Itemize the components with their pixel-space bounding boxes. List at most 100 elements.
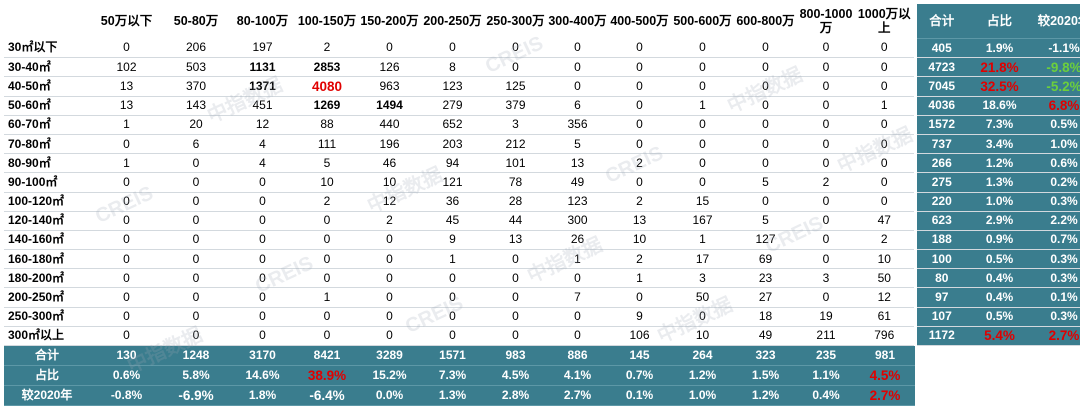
table-cell: 0 [797, 249, 855, 270]
table-cell: 5 [547, 134, 608, 155]
footer-label: 合计 [4, 345, 90, 366]
row-label: 100-120㎡ [4, 192, 90, 212]
summary-total-cell: 4723 [913, 57, 967, 78]
table-cell: 44 [484, 211, 547, 231]
summary-total-cell: 405 [913, 38, 967, 59]
table-cell: 2 [797, 172, 855, 193]
table-cell: 2 [296, 192, 358, 212]
table-cell: 143 [163, 96, 229, 116]
footer-cell: 4.5% [855, 365, 915, 386]
footer-cell: 2.7% [855, 385, 915, 406]
table-cell: 13 [90, 76, 163, 97]
table-cell: 0 [358, 38, 421, 59]
summary-total-cell: 107 [913, 307, 967, 327]
table-cell: 0 [484, 249, 547, 270]
table-cell: 203 [421, 134, 484, 155]
table-cell: 12 [855, 287, 915, 308]
footer-label: 较2020年 [4, 385, 90, 406]
table-cell: 0 [608, 134, 671, 155]
table-cell: 0 [608, 115, 671, 135]
table-cell: 0 [229, 230, 296, 251]
table-cell: 0 [229, 249, 296, 270]
table-cell: 2 [358, 211, 421, 231]
table-cell: 0 [484, 38, 547, 59]
footer-cell: 2.8% [484, 385, 547, 406]
footer-cell: 1.2% [734, 385, 797, 406]
table-cell: 0 [734, 57, 797, 78]
table-cell: 0 [163, 230, 229, 251]
table-cell: 0 [229, 287, 296, 308]
table-cell: 0 [797, 153, 855, 174]
table-cell: 0 [163, 326, 229, 347]
table-cell: 0 [608, 172, 671, 193]
table-cell: 0 [421, 307, 484, 327]
table-cell: 13 [484, 230, 547, 251]
table-cell: 963 [358, 76, 421, 97]
summary-change-cell: 2.2% [1032, 211, 1080, 231]
table-cell: 0 [734, 76, 797, 97]
footer-cell: 981 [855, 345, 915, 366]
table-cell: 0 [734, 192, 797, 212]
footer-cell: 983 [484, 345, 547, 366]
summary-change-cell: -5.2% [1032, 76, 1080, 97]
table-cell: 2853 [296, 57, 358, 78]
table-cell: 197 [229, 38, 296, 59]
summary-share-cell: 1.3% [967, 172, 1032, 193]
row-label: 250-300㎡ [4, 307, 90, 327]
table-cell: 0 [734, 134, 797, 155]
table-row: 140-160㎡ 0 0 0 0 0 9 13 26 10 1 127 0 2 188 0.9% 0.7% [4, 230, 1080, 251]
table-cell: 101 [484, 153, 547, 174]
table-cell: 196 [358, 134, 421, 155]
summary-change-cell: 0.2% [1032, 172, 1080, 193]
table-row: 70-80㎡ 0 6 4 111 196 203 212 5 0 0 0 0 0 737 3.4% 1.0% [4, 134, 1080, 155]
footer-filler [915, 385, 1080, 406]
footer-cell: 886 [547, 345, 608, 366]
table-cell: 0 [296, 326, 358, 347]
table-cell: 126 [358, 57, 421, 78]
footer-cell: 4.5% [484, 365, 547, 386]
table-cell: 69 [734, 249, 797, 270]
table-cell: 0 [855, 172, 915, 193]
table-cell: 0 [547, 38, 608, 59]
table-cell: 0 [797, 96, 855, 116]
summary-share-cell: 1.0% [967, 192, 1032, 212]
table-cell: 0 [547, 57, 608, 78]
table-cell: 3 [484, 115, 547, 135]
footer-cell: 2.7% [547, 385, 608, 406]
table-cell: 0 [90, 192, 163, 212]
footer-cell: 1.8% [229, 385, 296, 406]
table-row: 120-140㎡ 0 0 0 0 2 45 44 300 13 167 5 0 47 623 2.9% 2.2% [4, 211, 1080, 231]
table-row: 30㎡以下 0 206 197 2 0 0 0 0 0 0 0 0 0 405 1.9% -1.1% [4, 38, 1080, 59]
table-cell: 0 [90, 307, 163, 327]
footer-row: 较2020年 -0.8% -6.9% 1.8% -6.4% 0.0% 1.3% 2.8% 2.7… [4, 385, 1080, 406]
table-cell: 10 [608, 230, 671, 251]
column-header: 80-100万 [236, 14, 289, 29]
summary-change-cell: 0.3% [1032, 192, 1080, 212]
table-cell: 45 [421, 211, 484, 231]
table-cell: 13 [608, 211, 671, 231]
column-header: 合计 [913, 4, 967, 39]
summary-total-cell: 188 [913, 230, 967, 251]
table-cell: 0 [855, 153, 915, 174]
row-label: 200-250㎡ [4, 287, 90, 308]
summary-total-cell: 737 [913, 134, 967, 155]
table-cell: 0 [547, 268, 608, 289]
table-cell: 18 [734, 307, 797, 327]
footer-cell: 1.3% [421, 385, 484, 406]
summary-total-cell: 1172 [913, 326, 967, 347]
summary-change-cell: 0.5% [1032, 115, 1080, 135]
summary-change-cell: 1.0% [1032, 134, 1080, 155]
summary-share-cell: 18.6% [967, 96, 1032, 116]
table-cell: 4 [229, 153, 296, 174]
table-cell: 0 [734, 38, 797, 59]
table-cell: 0 [296, 249, 358, 270]
footer-cell: 323 [734, 345, 797, 366]
table-cell: 125 [484, 76, 547, 97]
table-cell: 1 [547, 249, 608, 270]
table-cell: 13 [90, 96, 163, 116]
table-cell: 10 [671, 326, 734, 347]
table-cell: 0 [296, 230, 358, 251]
table-cell: 0 [797, 57, 855, 78]
table-cell: 0 [90, 326, 163, 347]
summary-total-cell: 275 [913, 172, 967, 193]
